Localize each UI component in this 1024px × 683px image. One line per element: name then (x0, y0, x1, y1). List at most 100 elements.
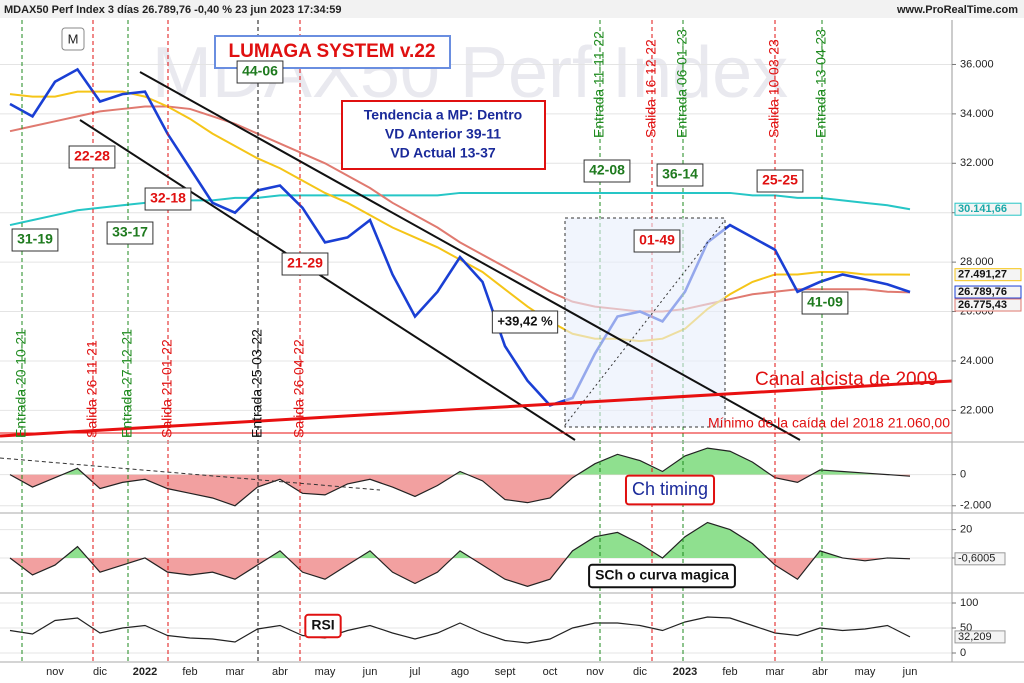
signal-label: Salida 10-03-23 (766, 39, 782, 138)
channel-2009 (0, 379, 953, 438)
annotation-label: 44-06 (242, 63, 278, 79)
header-bar (0, 0, 1024, 18)
minimum-label: Mínimo de la caída del 2018 21.060,00 (708, 415, 950, 431)
area-positive (62, 448, 888, 475)
annotation-label: 41-09 (807, 294, 843, 310)
y-tick-label: 20 (960, 524, 972, 536)
indicator-title: SCh o curva magica (595, 567, 729, 583)
y-tick-label: 34.000 (960, 108, 994, 120)
annotation-box (756, 169, 804, 193)
end-label: 32,209 (958, 631, 992, 643)
x-tick-label: nov (586, 666, 604, 678)
end-label: 26.775,43 (958, 299, 1007, 311)
series-line (9, 90, 911, 343)
x-tick-label: mar (226, 666, 245, 678)
x-tick-label: feb (182, 666, 197, 678)
annotation-box (106, 221, 154, 245)
annotation-label: 01-49 (639, 232, 675, 248)
area-negative (10, 474, 910, 506)
series-line (9, 67, 911, 407)
y-tick-label: 24.000 (960, 355, 994, 367)
indicator-title-box (588, 563, 736, 589)
indicator-line (9, 521, 911, 587)
x-tick-label: may (315, 666, 336, 678)
y-tick-label: -2.000 (960, 500, 991, 512)
trend-line: VD Anterior 39-11 (385, 126, 501, 142)
annotation-box (491, 310, 559, 334)
mode-label[interactable]: M (68, 31, 79, 46)
x-tick-label: abr (812, 666, 828, 678)
annotation-label: 31-19 (17, 231, 53, 247)
annotation-label: 25-25 (762, 172, 798, 188)
signal-label: Salida 21-01-22 (159, 339, 175, 438)
signal-label: Entrada 27-12-21 (119, 329, 135, 438)
gain-diagonal (564, 219, 726, 426)
channel-label: Canal alcista de 2009 (755, 369, 938, 390)
end-label: -0,6005 (958, 553, 995, 565)
annotation-label: 42-08 (589, 162, 625, 178)
x-tick-label: 2022 (133, 666, 157, 678)
annotation-label: 21-29 (287, 255, 323, 271)
trend-line: VD Actual 13-37 (390, 145, 496, 161)
annotation-label: 36-14 (662, 166, 698, 182)
channel-upper (139, 71, 801, 441)
indicator-line (9, 616, 911, 644)
series-line (9, 105, 911, 313)
x-tick-label: jul (408, 666, 420, 678)
x-tick-label: ago (451, 666, 469, 678)
end-label: 27.491,27 (958, 269, 1007, 281)
end-label: 30.141,66 (958, 203, 1007, 215)
signal-label: Salida 26-11-21 (84, 340, 100, 438)
indicator-title-box (624, 474, 716, 506)
x-tick-label: sept (495, 666, 516, 678)
y-tick-label: 0 (960, 647, 966, 659)
y-tick-label: 36.000 (960, 58, 994, 70)
annotation-box (11, 228, 59, 252)
y-tick-label: 32.000 (960, 157, 994, 169)
signal-label: Salida 16-12-22 (643, 39, 659, 138)
annotation-box (656, 163, 704, 187)
y-tick-label: 22.000 (960, 404, 994, 416)
y-tick-label: 100 (960, 597, 978, 609)
annotation-box (633, 229, 681, 253)
indicator-title: Ch timing (632, 479, 708, 499)
trend-box (341, 100, 546, 170)
signal-label: Entrada 06-01-23 (674, 29, 690, 138)
x-tick-label: 2023 (673, 666, 697, 678)
annotation-box (144, 187, 192, 211)
indicator-line (9, 447, 911, 507)
trend-line: Tendencia a MP: Dentro (364, 107, 522, 123)
y-tick-label: 0 (960, 469, 966, 481)
signal-label: Entrada 25-03-22 (249, 329, 265, 438)
annotation-box (801, 291, 849, 315)
end-label-box (954, 268, 1022, 282)
x-tick-label: abr (272, 666, 288, 678)
indicator-title: RSI (311, 617, 334, 633)
x-tick-label: jun (902, 666, 918, 678)
annotation-box (68, 145, 116, 169)
annotation-box (236, 60, 284, 84)
x-tick-label: jun (362, 666, 378, 678)
annotation-box (583, 159, 631, 183)
system-title: LUMAGA SYSTEM v.22 (229, 41, 436, 62)
channel-lower (79, 119, 576, 441)
trend-dashed (0, 457, 381, 491)
annotation-label: 33-17 (112, 224, 148, 240)
x-tick-label: dic (633, 666, 648, 678)
end-label-box (954, 202, 1022, 216)
indicator-title-box (304, 613, 342, 639)
end-label-box (954, 298, 1022, 312)
signal-label: Entrada 11-11-22 (591, 31, 607, 138)
chart-title: MDAX50 Perf Index 3 días 26.789,76 -0,40… (4, 4, 342, 16)
annotation-label: +39,42 % (497, 313, 553, 328)
signal-label: Entrada 13-04-23 (813, 29, 829, 138)
end-label: 26.789,76 (958, 286, 1007, 298)
annotation-label: 32-18 (150, 190, 186, 206)
end-label-box (954, 552, 1006, 566)
annotation-label: 22-28 (74, 148, 110, 164)
site: www.ProRealTime.com (896, 4, 1018, 16)
mode-button[interactable] (61, 27, 85, 51)
signal-label: Salida 26-04-22 (291, 339, 307, 438)
signal-label: Entrada 20-10-21 (13, 329, 29, 438)
